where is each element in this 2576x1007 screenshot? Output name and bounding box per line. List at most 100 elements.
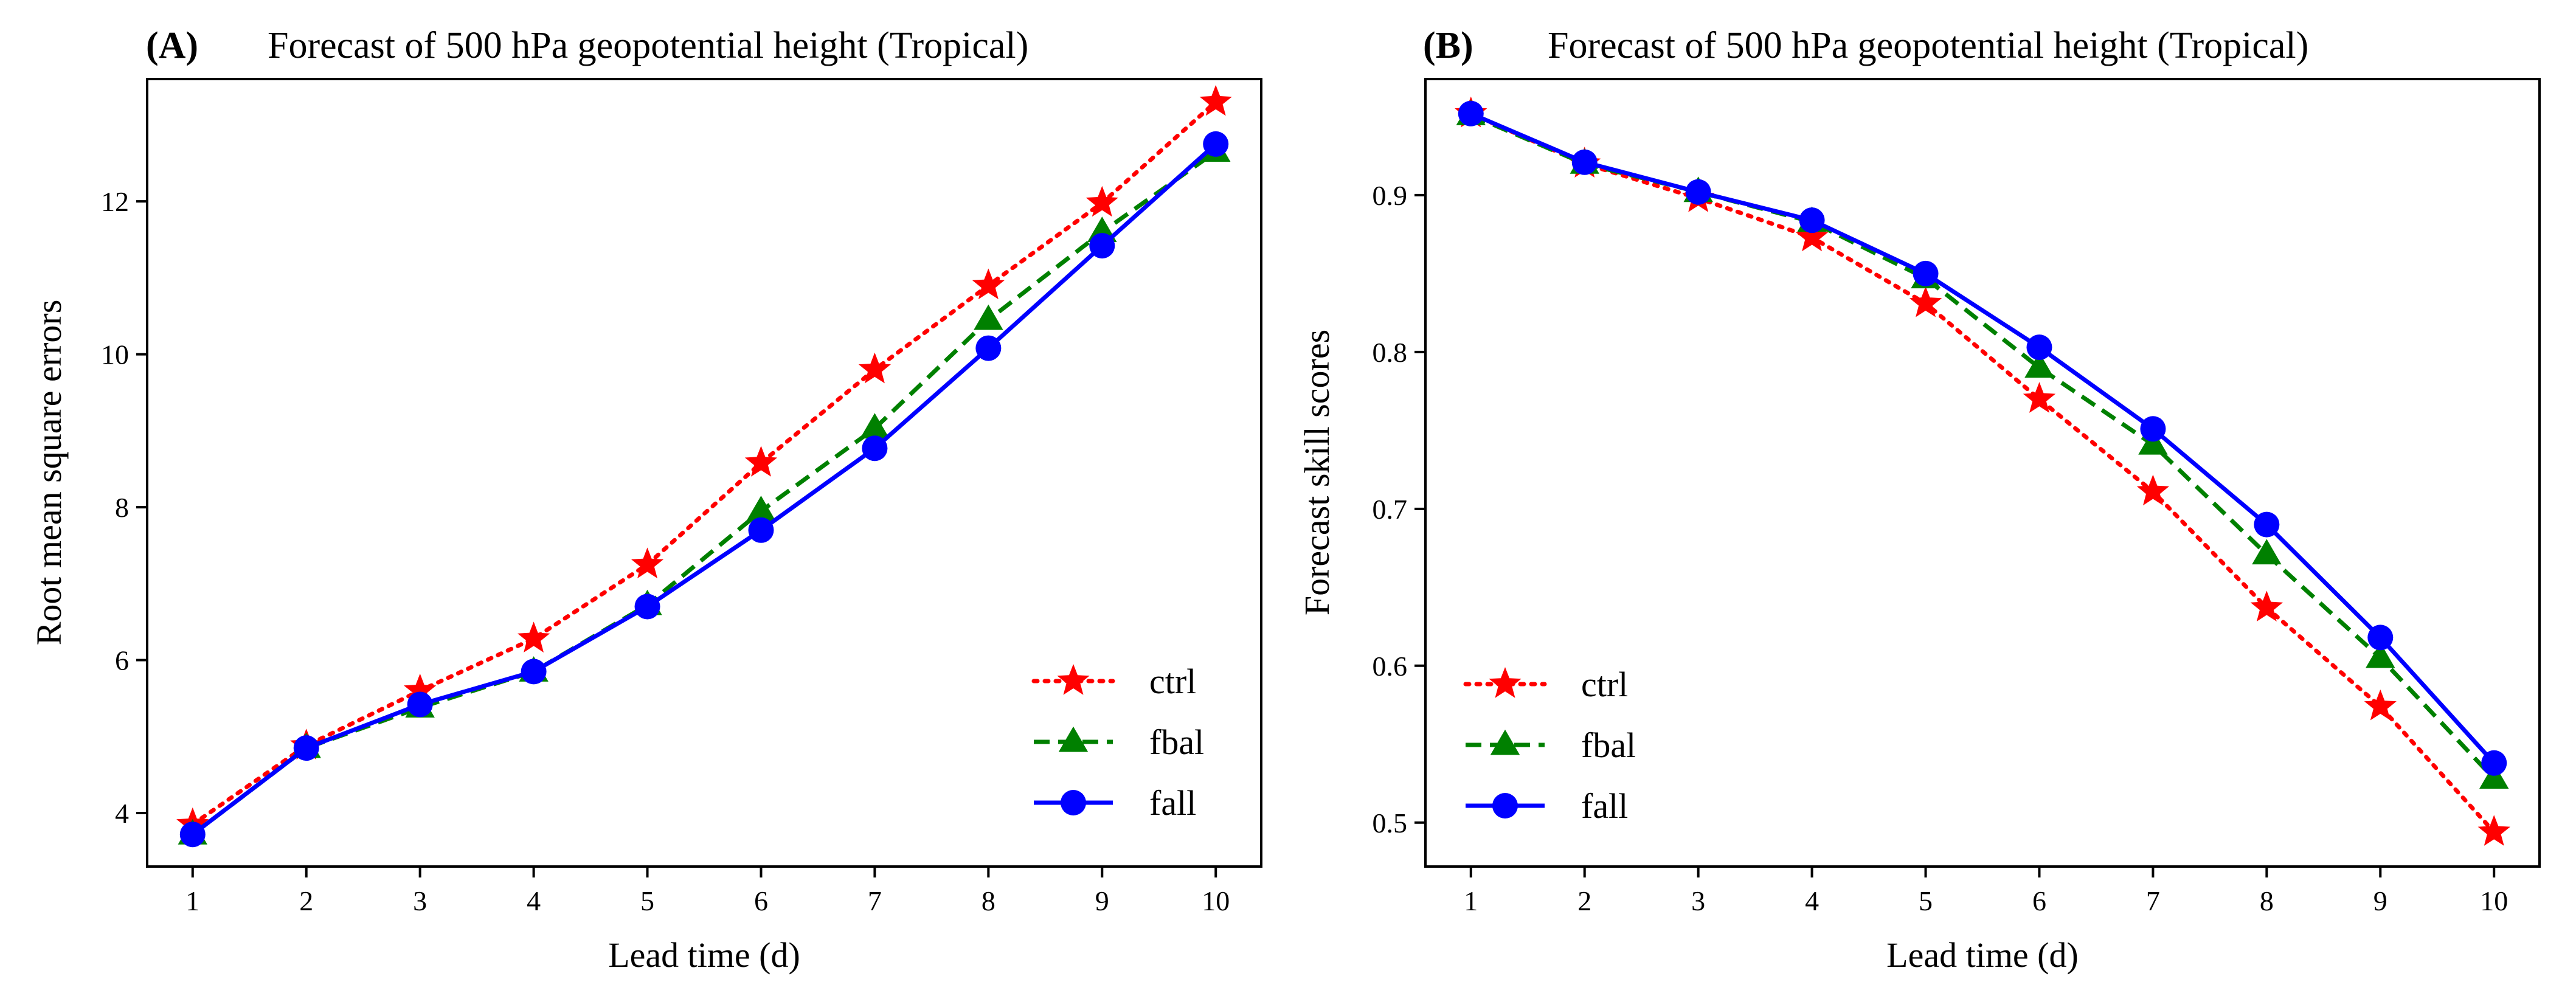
panel-b-series-fall-point — [1458, 100, 1484, 126]
panel-b-series-fall-line — [1470, 111, 2496, 765]
panel-b-series-ctrl-point — [2364, 689, 2397, 721]
panel-a-x-tick-label: 6 — [754, 885, 768, 916]
panel-a-series — [176, 85, 1232, 848]
panel-b-series-fbal-point — [2366, 642, 2395, 668]
panel-a-series-fall-point — [407, 691, 433, 718]
panel-b-series-ctrl-line — [1469, 111, 2496, 834]
panel-b-x-tick-label: 4 — [1805, 885, 1819, 916]
panel-b-y-tick-label: 0.9 — [1373, 180, 1408, 211]
panel-b-x-tick-label: 1 — [1464, 885, 1478, 916]
panel-a-series-fbal-point — [746, 496, 776, 521]
panel-a-series-ctrl-point — [404, 673, 437, 705]
panel-b-series-fbal-point — [2252, 539, 2282, 565]
panel-a-legend-fall-marker — [1061, 790, 1086, 815]
panel-b-x-label: Lead time (d) — [1886, 935, 2079, 975]
panel-a-series-fall-point — [1203, 131, 1229, 157]
panel-a-series-fall-point — [1089, 233, 1115, 259]
panel-a-series-ctrl-point — [858, 352, 891, 384]
panel-b-series-ctrl-point — [2023, 382, 2056, 413]
panel-b-series-ctrl-point — [1909, 286, 1942, 317]
panel-a: (A) Forecast of 500 hPa geopotential hei… — [29, 25, 1262, 975]
panel-a-y-tick-label: 12 — [101, 186, 129, 217]
panel-a-series-ctrl-point — [1199, 85, 1232, 116]
panel-b: (B) Forecast of 500 hPa geopotential hei… — [1297, 25, 2541, 975]
panel-a-legend-fbal-label: fbal — [1149, 722, 1204, 762]
panel-a-title: Forecast of 500 hPa geopotential height … — [268, 25, 1028, 66]
panel-a-series-fall-point — [293, 735, 319, 761]
panel-b-x-tick-label: 5 — [1919, 885, 1933, 916]
panel-b-series-fbal-point — [2024, 352, 2054, 378]
panel-b-tag: (B) — [1423, 25, 1473, 66]
panel-a-x-tick-label: 3 — [413, 885, 427, 916]
panel-a-series-fall-point — [179, 822, 206, 848]
panel-b-x-tick-label: 8 — [2260, 885, 2274, 916]
panel-a-y-tick-label: 6 — [115, 645, 129, 676]
panel-a-plot-frame — [146, 78, 1262, 868]
panel-a-x-label: Lead time (d) — [608, 935, 800, 975]
panel-b-y-tick-label: 0.5 — [1373, 808, 1408, 839]
panel-a-series-fall-point — [521, 659, 547, 685]
panel-a-x-tick-label: 4 — [527, 885, 541, 916]
panel-a-x-tick-label: 1 — [185, 885, 199, 916]
panel-b-y-axis: 0.5 0.6 0.7 0.8 0.9 — [1373, 180, 1425, 839]
panel-a-series-ctrl-point — [631, 547, 664, 578]
panel-a-legend-fall-label: fall — [1149, 783, 1196, 823]
panel-a-series-ctrl-point — [1085, 185, 1118, 217]
panel-a-series-ctrl-point — [744, 446, 778, 477]
panel-a-x-axis: 1 2 3 4 5 6 7 8 9 10 — [185, 867, 1230, 916]
panel-b-legend-ctrl-marker — [1489, 667, 1522, 698]
panel-b-series-ctrl-point — [1796, 220, 1829, 252]
panel-b-x-tick-label: 6 — [2032, 885, 2046, 916]
panel-b-series-fall-point — [1799, 207, 1825, 234]
panel-b-x-tick-label: 2 — [1577, 885, 1591, 916]
panel-a-series-fall-point — [634, 593, 660, 620]
panel-b-legend-fall-label: fall — [1581, 786, 1628, 826]
panel-a-x-tick-label: 8 — [982, 885, 995, 916]
panel-b-x-tick-label: 9 — [2373, 885, 2387, 916]
panel-b-x-axis: 1 2 3 4 5 6 7 8 9 10 — [1464, 867, 2508, 916]
panel-b-series-fall-point — [1571, 149, 1598, 175]
panel-b-y-label: Forecast skill scores — [1297, 330, 1337, 615]
panel-b-x-tick-label: 7 — [2146, 885, 2160, 916]
panel-b-plot-frame — [1424, 78, 2541, 868]
panel-a-x-tick-label: 2 — [299, 885, 313, 916]
panel-b-x-tick-label: 10 — [2480, 885, 2508, 916]
panel-b-series-ctrl-point — [2136, 474, 2169, 506]
panel-a-y-axis: 4 6 8 10 12 — [101, 186, 147, 829]
panel-b-legend: ctrl fbal fall — [1463, 665, 1636, 826]
panel-b-series-fall-point — [2026, 334, 2052, 361]
panel-b-series-fall-point — [1913, 260, 1939, 286]
panel-b-series-fall-point — [2254, 511, 2280, 538]
panel-b-series-fbal-point — [2479, 763, 2509, 789]
panel-a-series-ctrl-point — [518, 621, 550, 652]
panel-b-series — [1455, 96, 2510, 846]
panel-a-series-fall-point — [975, 335, 1002, 361]
panel-a-y-tick-label: 10 — [101, 339, 129, 370]
panel-a-x-tick-label: 9 — [1095, 885, 1109, 916]
panel-b-y-tick-label: 0.8 — [1373, 337, 1408, 368]
panel-b-series-fall-point — [1685, 179, 1711, 205]
panel-a-x-tick-label: 10 — [1202, 885, 1230, 916]
panel-b-x-tick-label: 3 — [1691, 885, 1705, 916]
panel-b-series-fall-point — [2367, 625, 2394, 651]
panel-a-series-fbal-point — [974, 304, 1003, 330]
panel-b-series-fbal-point — [2138, 429, 2168, 455]
panel-a-legend-ctrl-label: ctrl — [1149, 662, 1196, 701]
panel-b-series-fall-point — [2481, 750, 2507, 776]
panel-b-series-ctrl-point — [2250, 590, 2283, 621]
panel-a-legend-ctrl-marker — [1057, 664, 1090, 695]
panel-a-x-tick-label: 7 — [868, 885, 882, 916]
panel-a-y-tick-label: 8 — [115, 492, 129, 523]
panel-b-legend-fbal-marker — [1490, 729, 1520, 755]
panel-a-series-fall-point — [748, 517, 774, 543]
panel-a-tag: (A) — [146, 25, 198, 66]
panel-b-series-ctrl-point — [2477, 815, 2510, 846]
panel-a-series-fall-line — [191, 142, 1217, 836]
panel-b-y-tick-label: 0.6 — [1373, 651, 1408, 682]
panel-b-legend-ctrl-label: ctrl — [1581, 665, 1628, 704]
panel-a-legend-fbal-marker — [1058, 726, 1089, 752]
panel-b-series-fall-point — [2140, 416, 2166, 442]
panel-a-series-ctrl-line — [190, 100, 1218, 827]
